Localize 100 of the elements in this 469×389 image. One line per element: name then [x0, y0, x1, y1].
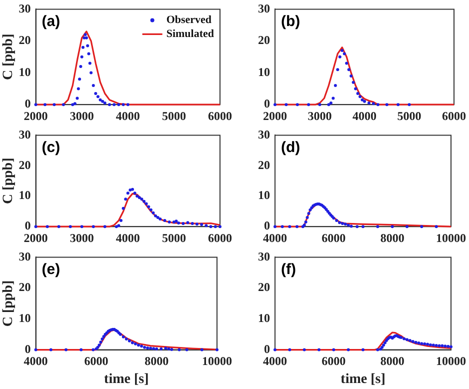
point	[367, 102, 370, 105]
point	[172, 220, 176, 224]
point	[177, 221, 180, 224]
point	[185, 348, 188, 352]
y-tick-label: 10	[258, 188, 270, 202]
point	[414, 340, 418, 344]
y-tick-label: 0	[264, 218, 270, 233]
x-tick-label: 5000	[162, 230, 186, 245]
point	[52, 103, 56, 106]
legend-label: Simulated	[166, 28, 214, 40]
x-tick-label: 4000	[116, 230, 140, 245]
x-tick-label: 8000	[380, 230, 404, 245]
point	[423, 342, 426, 346]
point	[82, 36, 86, 40]
point	[84, 33, 87, 36]
point	[62, 103, 65, 106]
point	[336, 68, 340, 72]
point	[152, 211, 155, 214]
point	[335, 219, 338, 222]
point	[143, 346, 146, 349]
point	[382, 344, 386, 347]
point	[438, 344, 441, 348]
point	[158, 217, 162, 220]
point	[434, 225, 438, 228]
point	[384, 341, 386, 344]
point	[406, 225, 408, 228]
point	[186, 221, 190, 224]
point	[160, 347, 163, 350]
x-tick-label: 5000	[162, 108, 186, 123]
point	[432, 344, 435, 347]
point	[86, 44, 90, 48]
point	[128, 188, 132, 192]
point	[88, 62, 92, 65]
point	[408, 339, 412, 342]
point	[131, 188, 134, 191]
point	[170, 348, 174, 351]
point	[288, 348, 292, 352]
x-tick-label: 10000	[436, 230, 466, 245]
x-tick-label: 3000	[308, 108, 332, 123]
legend-label: Observed	[166, 14, 212, 26]
x-tick-label: 2000	[263, 108, 287, 123]
y-tick-label: 10	[18, 64, 31, 79]
y-tick-label: 30	[18, 127, 31, 142]
point	[329, 102, 332, 105]
point	[156, 216, 160, 219]
point	[117, 103, 120, 106]
y-axis-title: C [ppb]	[1, 34, 16, 80]
point	[288, 225, 292, 228]
point	[142, 200, 146, 203]
point	[108, 103, 111, 106]
x-tick-label: 6000	[208, 108, 232, 123]
point	[200, 222, 204, 226]
point	[411, 340, 414, 343]
point	[360, 98, 364, 102]
point	[402, 337, 406, 340]
annotation: (e)	[42, 260, 60, 278]
point	[204, 224, 208, 228]
point	[34, 103, 38, 106]
point	[101, 100, 104, 103]
annotation: (a)	[42, 12, 60, 30]
point	[103, 102, 106, 105]
point	[46, 225, 49, 228]
x-tick-label: 2000	[24, 108, 48, 123]
annotation: (d)	[281, 138, 300, 156]
y-axis-title: C [ppb]	[1, 280, 16, 327]
x-tick-label: 8000	[144, 354, 169, 368]
point	[347, 68, 350, 72]
point	[318, 103, 322, 106]
point	[362, 348, 364, 352]
point	[103, 225, 106, 228]
point	[440, 344, 444, 348]
x-axis-title: time [s]	[340, 372, 386, 388]
point	[79, 64, 82, 68]
point	[420, 342, 424, 346]
point	[122, 103, 125, 106]
point	[98, 344, 101, 347]
annotation: (f)	[281, 260, 296, 278]
point	[80, 348, 83, 352]
x-tick-label: 4000	[116, 108, 140, 123]
point	[296, 225, 298, 228]
point	[338, 55, 342, 58]
point	[164, 346, 168, 350]
point	[274, 103, 276, 106]
y-tick-label: 20	[18, 33, 31, 48]
point	[34, 348, 38, 352]
point	[57, 225, 60, 228]
point	[280, 225, 284, 228]
y-tick-label: 0	[264, 96, 270, 111]
point	[332, 96, 335, 100]
point	[44, 103, 47, 106]
y-tick-label: 20	[258, 33, 270, 48]
point	[406, 338, 408, 342]
point	[195, 222, 198, 226]
point	[168, 220, 171, 224]
y-tick-label: 10	[258, 311, 270, 326]
point	[302, 348, 306, 352]
x-tick-label: 4000	[352, 108, 376, 123]
point	[154, 214, 158, 218]
y-tick-label: 30	[258, 127, 270, 142]
point	[182, 222, 185, 226]
